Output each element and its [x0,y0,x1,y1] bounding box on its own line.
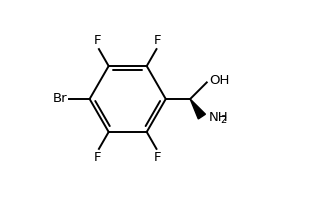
Text: Br: Br [53,92,68,106]
Text: F: F [94,34,102,47]
Text: F: F [154,151,161,164]
Text: F: F [94,151,102,164]
Text: NH: NH [209,111,228,124]
Text: OH: OH [209,74,230,87]
Text: 2: 2 [220,115,226,126]
Text: F: F [154,34,161,47]
Polygon shape [190,99,205,119]
